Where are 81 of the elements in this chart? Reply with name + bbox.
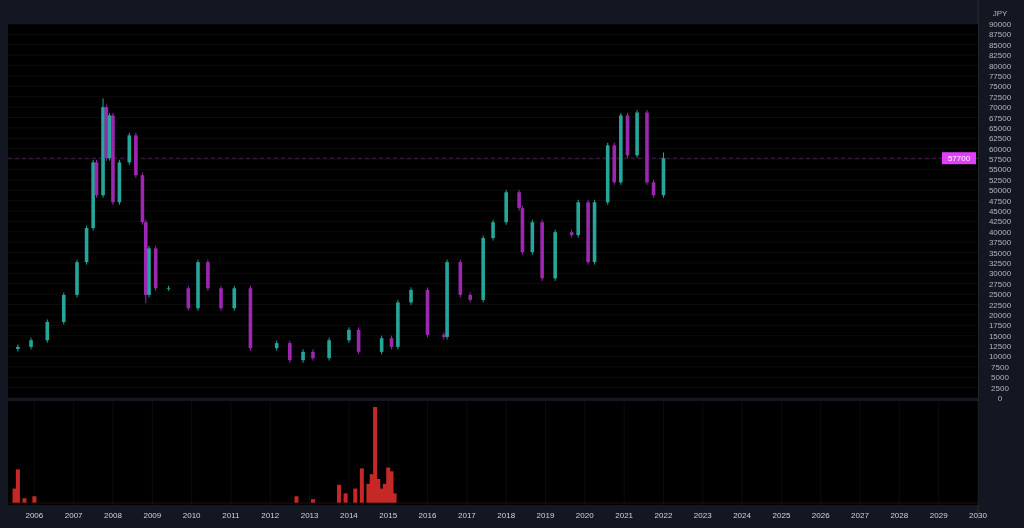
- x-tick-label: 2018: [497, 511, 516, 520]
- y-tick-label: 75000: [988, 82, 1012, 92]
- y-tick-label: 57500: [988, 155, 1012, 165]
- candlestick: [16, 343, 20, 352]
- x-tick-label: 2007: [64, 511, 84, 520]
- y-tick-label: 52500: [988, 175, 1012, 185]
- candlestick: [327, 337, 331, 362]
- y-tick-label: 22500: [988, 300, 1012, 310]
- x-tick-label: 2015: [379, 511, 398, 520]
- bar: [359, 468, 364, 503]
- y-axis-title: JPY: [992, 9, 1008, 18]
- x-tick-label: 2009: [143, 511, 162, 520]
- y-tick-label: 17500: [988, 321, 1012, 331]
- x-tick-label: 2014: [340, 511, 359, 520]
- y-tick-label: 90000: [988, 20, 1012, 29]
- y-tick-label: 0: [997, 394, 1003, 403]
- x-tick-label: 2022: [654, 511, 673, 520]
- x-tick-label: 2029: [929, 511, 949, 520]
- x-tick-label: 2025: [772, 511, 791, 520]
- x-tick-label: 2021: [615, 511, 634, 520]
- y-tick-label: 7500: [991, 362, 1010, 372]
- y-tick-label: 70000: [988, 103, 1012, 113]
- x-tick-label: 2019: [536, 511, 555, 520]
- y-tick-label: 37500: [988, 238, 1012, 248]
- y-tick-label: 2500: [991, 383, 1010, 393]
- y-tick-label: 65000: [988, 123, 1012, 133]
- y-tick-label: 20000: [988, 310, 1012, 320]
- y-tick-label: 35000: [988, 248, 1012, 258]
- x-tick-label: 2026: [811, 511, 831, 520]
- y-tick-label: 15000: [988, 331, 1012, 341]
- y-tick-label: 27500: [988, 279, 1012, 289]
- y-tick-label: 10000: [988, 352, 1012, 362]
- candlestick: [232, 285, 237, 312]
- y-tick-label: 55000: [988, 165, 1012, 175]
- y-tick-label: 77500: [988, 71, 1012, 81]
- bar: [386, 467, 391, 503]
- candlestick: [491, 219, 495, 241]
- y-tick-label: 85000: [988, 40, 1012, 50]
- ref-line-label: 57700: [947, 154, 971, 164]
- x-tick-label: 2008: [104, 511, 123, 520]
- x-tick-label: 2023: [693, 511, 713, 520]
- y-tick-label: 45000: [988, 207, 1012, 216]
- y-tick-label: 50000: [988, 186, 1012, 196]
- candlestick: [301, 348, 305, 364]
- y-tick-label: 25000: [988, 290, 1012, 300]
- x-tick-label: 2020: [575, 511, 595, 520]
- y-tick-label: 40000: [988, 227, 1012, 237]
- x-tick-label: 2027: [851, 511, 870, 520]
- x-tick-label: 2010: [182, 511, 202, 520]
- y-tick-label: 72500: [988, 92, 1012, 102]
- bar: [337, 484, 342, 503]
- y-tick-label: 82500: [988, 51, 1012, 61]
- x-tick-label: 2017: [458, 511, 477, 520]
- y-tick-label: 60000: [988, 144, 1012, 154]
- bar: [15, 469, 20, 503]
- x-tick-label: 2030: [969, 511, 988, 520]
- x-tick-label: 2012: [261, 511, 280, 520]
- bar: [373, 407, 378, 503]
- x-tick-label: 2011: [222, 511, 241, 520]
- x-tick-label: 2013: [300, 511, 320, 520]
- y-tick-label: 5000: [991, 373, 1010, 383]
- x-tick-label: 2028: [890, 511, 909, 520]
- y-tick-label: 32500: [988, 258, 1012, 268]
- y-tick-label: 30000: [988, 269, 1012, 279]
- candlestick: [311, 348, 315, 362]
- candlestick: [45, 318, 50, 344]
- y-tick-label: 12500: [988, 342, 1012, 352]
- candlestick: [288, 340, 292, 364]
- y-tick-label: 47500: [988, 196, 1012, 206]
- y-tick-label: 67500: [988, 113, 1012, 123]
- y-tick-label: 62500: [988, 134, 1012, 144]
- bar: [353, 488, 358, 503]
- x-tick-label: 2006: [25, 511, 44, 520]
- y-tick-label: 42500: [988, 217, 1012, 227]
- bar: [389, 471, 394, 503]
- y-tick-label: 80000: [988, 61, 1012, 71]
- bar: [343, 493, 348, 503]
- x-tick-label: 2016: [418, 511, 437, 520]
- y-tick-label: 87500: [988, 30, 1012, 40]
- x-tick-label: 2024: [733, 511, 752, 520]
- candlestick: [219, 285, 223, 312]
